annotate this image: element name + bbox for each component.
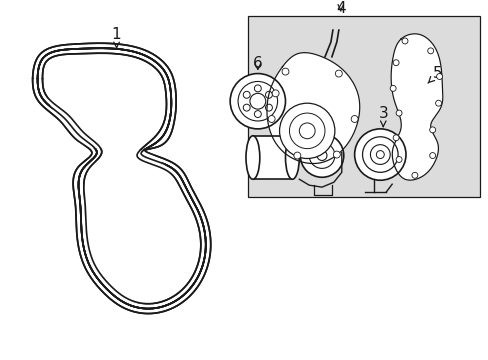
Circle shape — [335, 70, 342, 77]
Text: 5: 5 — [427, 66, 442, 83]
Circle shape — [427, 48, 433, 54]
Circle shape — [395, 157, 401, 162]
Ellipse shape — [245, 136, 259, 179]
Text: 4: 4 — [335, 1, 345, 16]
Polygon shape — [85, 150, 197, 303]
Circle shape — [282, 68, 288, 75]
Circle shape — [354, 129, 405, 180]
Circle shape — [333, 151, 340, 158]
Circle shape — [300, 134, 343, 177]
Circle shape — [389, 85, 395, 91]
Circle shape — [350, 116, 357, 122]
Circle shape — [230, 73, 285, 129]
Text: 2: 2 — [294, 111, 304, 131]
Circle shape — [401, 38, 407, 44]
Circle shape — [293, 152, 300, 159]
Circle shape — [395, 110, 401, 116]
Circle shape — [429, 127, 435, 133]
Text: 1: 1 — [112, 27, 121, 48]
Circle shape — [436, 73, 442, 80]
Circle shape — [279, 103, 334, 158]
Polygon shape — [390, 34, 442, 180]
Circle shape — [411, 172, 417, 178]
Circle shape — [392, 135, 398, 141]
Polygon shape — [266, 53, 359, 163]
Circle shape — [429, 153, 435, 158]
Circle shape — [392, 60, 398, 66]
Circle shape — [435, 100, 441, 106]
Polygon shape — [47, 55, 162, 148]
Circle shape — [272, 90, 279, 97]
Text: 6: 6 — [252, 56, 262, 71]
Circle shape — [267, 116, 275, 122]
Bar — [252, 136, 292, 179]
Ellipse shape — [285, 136, 299, 179]
Text: 3: 3 — [378, 105, 387, 127]
Bar — [247, 16, 479, 197]
